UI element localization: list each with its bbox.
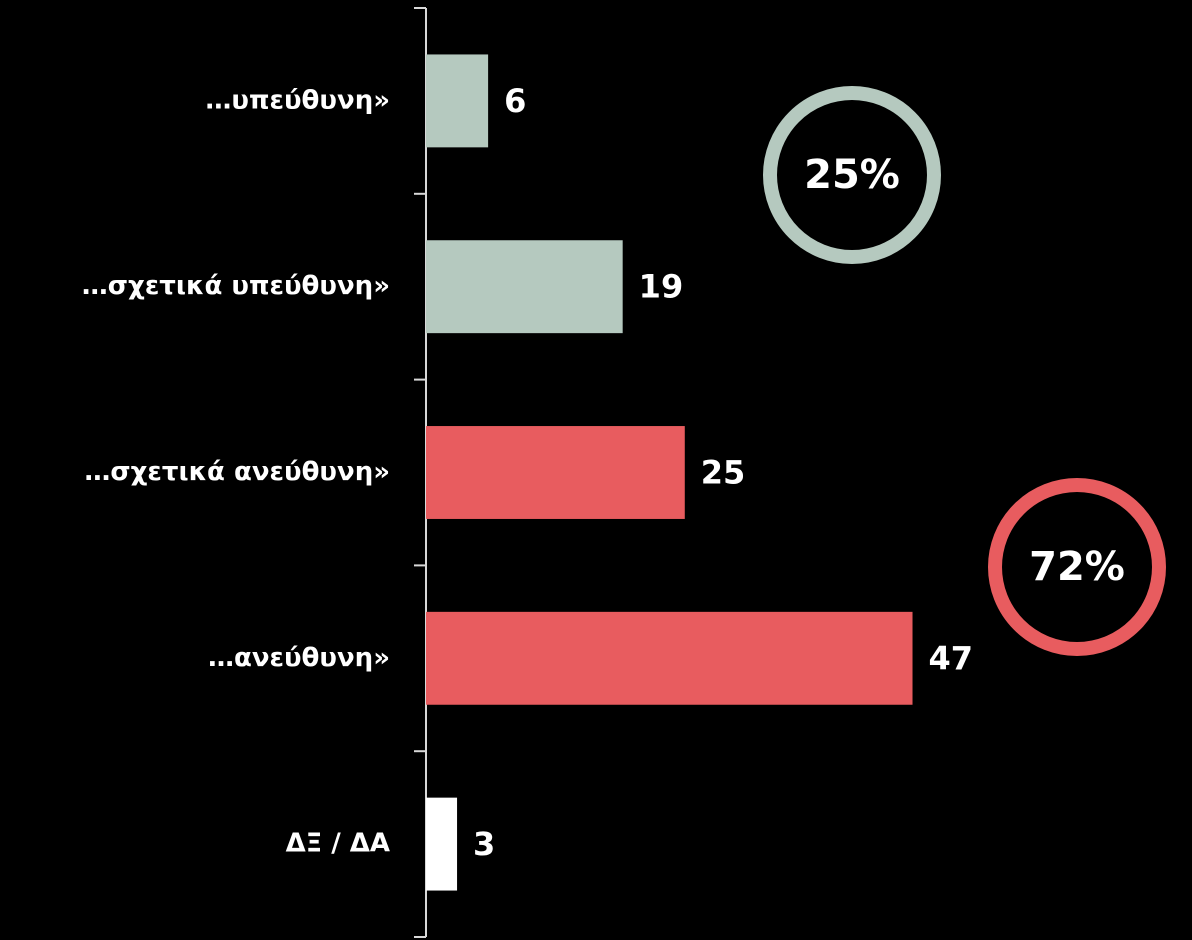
bar <box>426 54 489 148</box>
value-label: 3 <box>473 825 495 863</box>
category-label: …σχετικά ανεύθυνη» <box>84 457 390 487</box>
bar <box>426 611 913 705</box>
value-label: 6 <box>504 82 526 120</box>
annotation-text: 72% <box>1029 544 1125 590</box>
bar <box>426 240 623 334</box>
value-label: 25 <box>701 454 746 492</box>
value-label: 47 <box>929 639 974 677</box>
category-label: …υπεύθυνη» <box>205 85 390 115</box>
annotation-ring <box>988 478 1166 656</box>
annotation-ring <box>763 86 941 264</box>
bar <box>426 426 685 519</box>
category-label: …ανεύθυνη» <box>208 643 390 673</box>
category-label: …σχετικά υπεύθυνη» <box>82 271 390 301</box>
annotation-text: 25% <box>804 152 900 198</box>
bar <box>426 797 458 891</box>
value-label: 19 <box>639 268 684 306</box>
category-label: ΔΞ / ΔΑ <box>286 829 390 859</box>
